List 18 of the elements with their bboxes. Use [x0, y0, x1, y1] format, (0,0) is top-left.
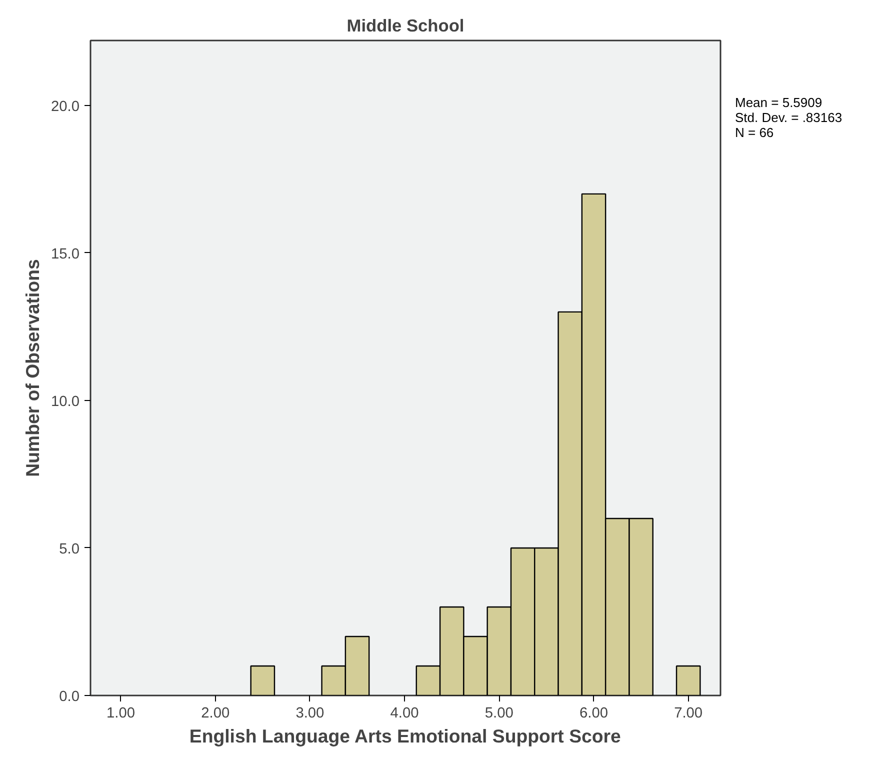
y-tick-label: 20.0 [50, 98, 80, 115]
y-tick-label: 0.0 [59, 689, 80, 705]
y-axis-title: Number of Observations [22, 259, 43, 477]
x-tick-label: 7.00 [674, 706, 703, 722]
chart-title: Middle School [346, 16, 464, 36]
y-tick-label: 10.0 [50, 394, 80, 410]
x-tick-label: 3.00 [296, 706, 324, 722]
y-tick-label: 15.0 [50, 246, 80, 262]
x-axis-title: English Language Arts Emotional Support Score [189, 726, 621, 746]
x-tick-label: 2.00 [201, 706, 230, 722]
x-tick-label: 4.00 [390, 706, 419, 722]
y-tick-label: 5.0 [59, 541, 80, 558]
text: N = 66 [735, 125, 774, 140]
text: Mean = 5.5909 [735, 95, 822, 110]
x-tick-label: 1.00 [106, 706, 136, 722]
x-tick-label: 5.00 [484, 706, 514, 722]
text: Std. Dev. = .83163 [735, 110, 842, 125]
x-tick-label: 6.00 [579, 706, 608, 722]
